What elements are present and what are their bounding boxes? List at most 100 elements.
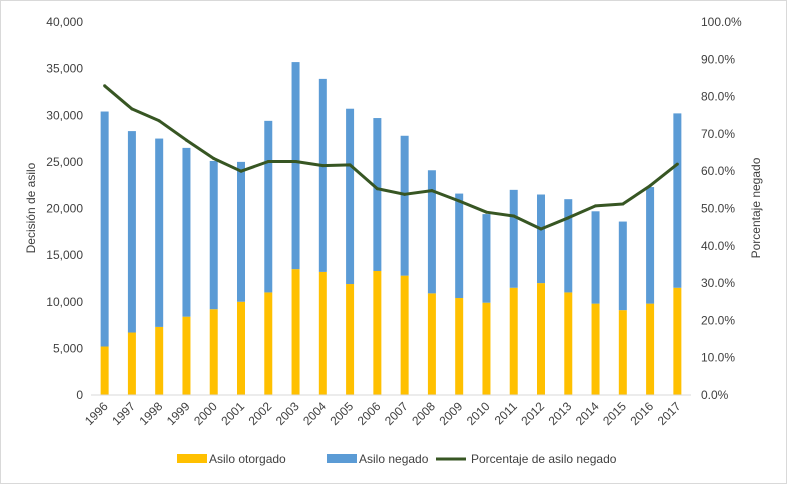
bar-otorgado-2000 (209, 309, 218, 395)
bar-group (100, 62, 682, 395)
x-tick-label: 2007 (382, 399, 411, 428)
bar-negado-2002 (264, 120, 273, 293)
line-porcentaje-negado (103, 84, 679, 231)
y2-tick-label: 10.0% (701, 351, 735, 365)
bar-otorgado-2013 (564, 292, 573, 395)
point-porcentaje-1997 (130, 107, 134, 111)
bar-otorgado-2002 (264, 292, 273, 395)
x-tick-label: 2010 (464, 399, 493, 428)
y-tick-label: 20,000 (46, 202, 83, 216)
point-porcentaje-1998 (157, 119, 161, 123)
x-tick-label: 2003 (273, 399, 302, 428)
y2-tick-label: 40.0% (701, 239, 735, 253)
bar-negado-1997 (127, 131, 136, 333)
bar-negado-2009 (455, 193, 464, 299)
y2-tick-labels: 0.0% 10.0% 20.0% 30.0% 40.0% 50.0% 60.0% 70.0% 8… (701, 15, 742, 402)
x-tick-label: 2009 (437, 399, 466, 428)
bar-otorgado-2007 (400, 275, 409, 395)
bar-otorgado-2016 (646, 303, 655, 395)
point-porcentaje-2009 (457, 199, 461, 203)
x-tick-label: 2015 (600, 399, 629, 428)
y-tick-label: 40,000 (46, 15, 83, 29)
bar-negado-2006 (373, 118, 382, 271)
bar-negado-2016 (646, 187, 655, 304)
x-tick-label: 2013 (546, 399, 575, 428)
bar-negado-2012 (537, 194, 545, 284)
x-tick-labels: 1996199719981999200020012002200320042005… (82, 399, 684, 428)
x-tick-label: 2014 (573, 399, 602, 428)
bar-negado-2007 (400, 135, 409, 276)
x-tick-label: 2011 (492, 399, 520, 427)
bar-negado-2011 (509, 189, 518, 288)
x-tick-label: 2000 (191, 399, 220, 428)
bar-negado-2004 (318, 78, 327, 272)
bar-otorgado-2014 (591, 303, 600, 395)
bar-otorgado-2006 (373, 270, 382, 395)
x-tick-label: 2004 (300, 399, 329, 428)
point-porcentaje-2013 (566, 216, 570, 220)
x-tick-label: 2002 (246, 399, 275, 428)
line-group (103, 84, 679, 231)
x-tick-label: 2016 (627, 399, 656, 428)
point-porcentaje-2003 (294, 160, 298, 164)
y2-tick-label: 100.0% (701, 15, 742, 29)
x-tick-label: 2012 (518, 399, 547, 428)
bar-negado-2000 (209, 160, 218, 310)
bar-negado-2015 (618, 221, 627, 311)
y2-tick-label: 0.0% (701, 388, 729, 402)
bar-otorgado-1998 (155, 326, 164, 395)
bar-otorgado-2009 (455, 298, 464, 395)
point-porcentaje-2002 (266, 160, 270, 164)
x-tick-label: 1996 (82, 399, 111, 428)
point-porcentaje-2010 (484, 210, 488, 214)
y-tick-label: 30,000 (46, 108, 83, 122)
point-porcentaje-1996 (103, 84, 107, 88)
bar-otorgado-2004 (318, 271, 327, 395)
bar-negado-2017 (673, 113, 682, 288)
bar-negado-1996 (100, 111, 109, 347)
x-tick-label: 1999 (164, 399, 193, 428)
y-tick-label: 0 (76, 388, 83, 402)
bar-otorgado-2003 (291, 269, 300, 395)
y-tick-label: 5,000 (53, 341, 83, 355)
bar-otorgado-1997 (127, 332, 136, 395)
y2-tick-label: 60.0% (701, 164, 735, 178)
y-tick-label: 15,000 (46, 248, 83, 262)
legend: Asilo otorgado Asilo negado Porcentaje de … (177, 452, 617, 466)
y2-tick-label: 20.0% (701, 313, 735, 327)
legend-label: Asilo negado (359, 452, 429, 466)
y2-tick-label: 90.0% (701, 52, 735, 66)
point-porcentaje-1999 (184, 138, 188, 142)
bar-otorgado-2017 (673, 287, 682, 395)
point-porcentaje-2006 (375, 187, 379, 191)
y-tick-label: 10,000 (46, 295, 83, 309)
y2-tick-label: 80.0% (701, 90, 735, 104)
x-tick-label: 2008 (409, 399, 438, 428)
point-porcentaje-2015 (621, 202, 625, 206)
point-porcentaje-2004 (321, 164, 325, 168)
bar-negado-2013 (564, 199, 573, 293)
bar-negado-2014 (591, 211, 600, 304)
y2-tick-label: 30.0% (701, 276, 735, 290)
y-tick-label: 25,000 (46, 155, 83, 169)
bar-otorgado-2001 (237, 301, 245, 395)
y-tick-labels: 0 5,000 10,000 15,000 20,000 25,000 30,000 35,0… (46, 15, 83, 402)
y-axis-title: Decisión de asilo (24, 162, 38, 253)
bar-otorgado-2010 (482, 302, 491, 395)
y-tick-label: 35,000 (46, 62, 83, 76)
bar-negado-1999 (182, 147, 191, 317)
bar-negado-2003 (291, 62, 300, 270)
point-porcentaje-2012 (539, 227, 543, 231)
point-porcentaje-2007 (403, 192, 407, 196)
legend-swatch-otorgado (177, 454, 207, 463)
x-tick-label: 2017 (655, 399, 684, 428)
bar-otorgado-2005 (346, 284, 355, 395)
bar-otorgado-1996 (100, 346, 109, 395)
x-tick-label: 1997 (109, 399, 138, 428)
bar-otorgado-1999 (182, 316, 191, 395)
point-porcentaje-2011 (512, 214, 516, 218)
point-porcentaje-2000 (212, 157, 216, 161)
y2-tick-label: 50.0% (701, 202, 735, 216)
